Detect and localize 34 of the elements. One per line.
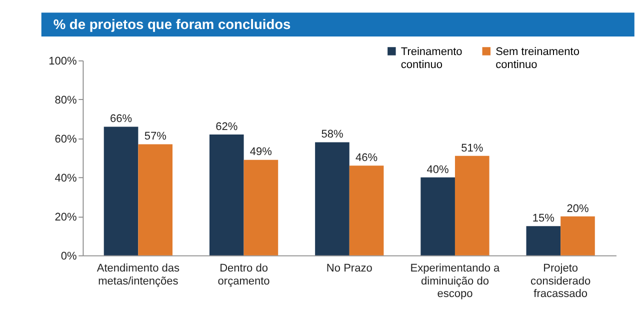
data-label: 57% bbox=[144, 130, 167, 143]
bar bbox=[244, 160, 278, 256]
data-label: 58% bbox=[321, 128, 344, 141]
bar bbox=[104, 126, 138, 256]
bar bbox=[420, 177, 455, 256]
x-tick-label: No Prazo bbox=[326, 262, 372, 274]
data-label: 66% bbox=[110, 113, 132, 126]
y-tick-label: 100% bbox=[48, 56, 77, 68]
x-tick-label: Dentro do orçamento bbox=[218, 262, 270, 288]
data-label: 46% bbox=[356, 152, 378, 164]
y-tick-label: 20% bbox=[54, 211, 77, 224]
bar bbox=[454, 156, 490, 256]
data-label: 51% bbox=[461, 142, 484, 154]
legend-label: Sem treinamento continuo bbox=[496, 46, 580, 71]
x-tick-label: Projeto considerado fracassado bbox=[530, 262, 591, 300]
data-label: 49% bbox=[250, 146, 272, 158]
y-tick-label: 0% bbox=[60, 250, 77, 262]
data-label: 15% bbox=[532, 212, 555, 225]
data-label: 40% bbox=[426, 164, 450, 176]
x-tick-label: Atendimento das metas/intenções bbox=[96, 262, 180, 288]
y-tick-label: 40% bbox=[54, 172, 77, 185]
bar bbox=[209, 134, 244, 256]
data-label: 62% bbox=[216, 120, 238, 133]
x-tick-label: Experimentando a diminuição do escopo bbox=[410, 262, 501, 300]
bar bbox=[526, 226, 561, 256]
bar bbox=[315, 142, 350, 256]
data-label: 20% bbox=[566, 202, 589, 215]
legend-label: Treinamento continuo bbox=[400, 46, 462, 71]
chart-title: % de projetos que foram concluidos bbox=[53, 17, 292, 32]
bar bbox=[560, 216, 595, 256]
y-tick-label: 60% bbox=[54, 134, 77, 146]
y-tick-label: 80% bbox=[54, 94, 77, 107]
bar bbox=[138, 144, 173, 256]
bar bbox=[349, 166, 384, 256]
